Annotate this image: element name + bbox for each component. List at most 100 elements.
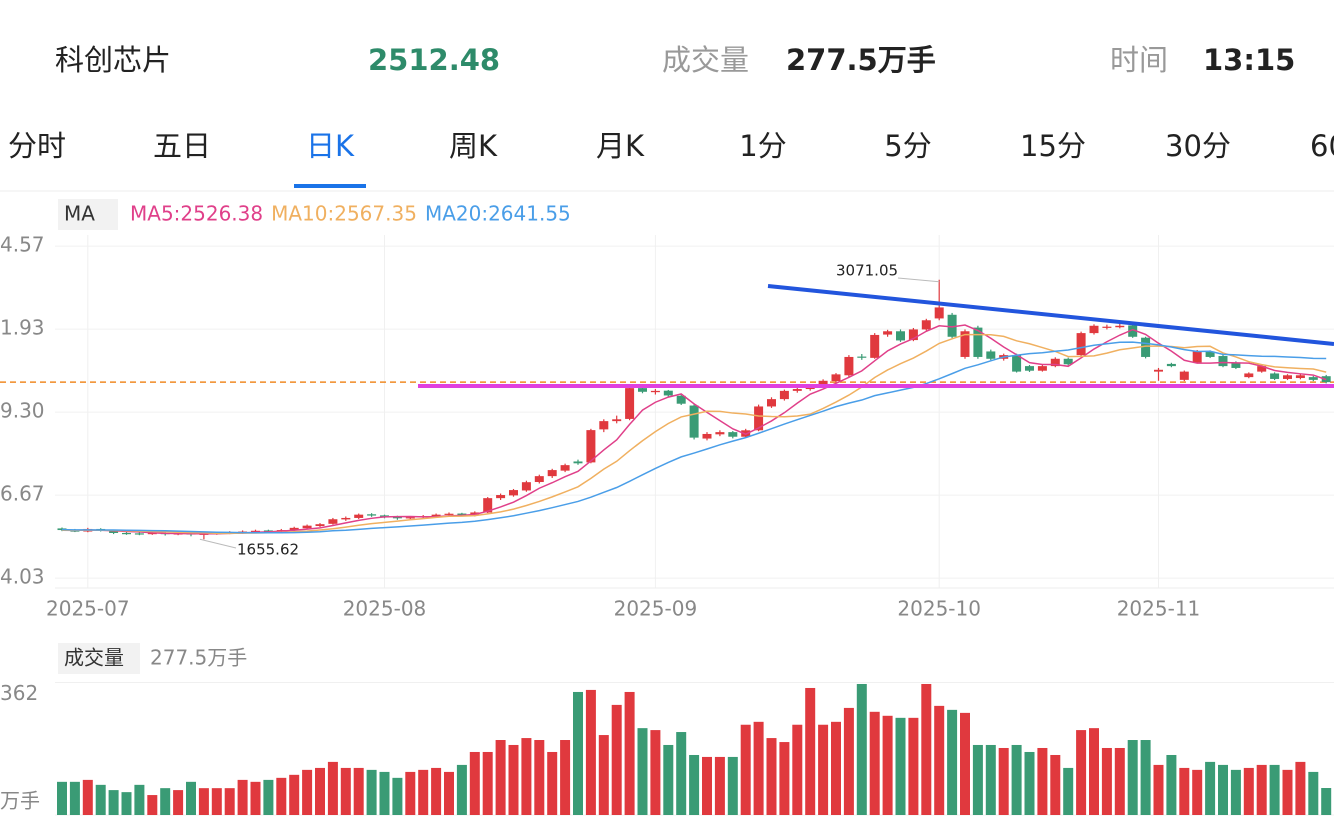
candle-body: [883, 331, 893, 335]
volume-bar: [1230, 769, 1241, 815]
candle-body: [534, 476, 544, 483]
x-tick-label: 2025-11: [1117, 597, 1201, 621]
candle-body: [1308, 377, 1318, 380]
volume-bar: [1295, 761, 1306, 815]
volume-bar: [353, 767, 364, 815]
tab[interactable]: 分时: [8, 129, 66, 163]
volume-bar: [998, 747, 1009, 815]
volume-bar: [263, 779, 274, 815]
candle-body: [263, 530, 273, 532]
volume-bar: [82, 779, 93, 815]
volume-bar: [1024, 751, 1035, 815]
ma-tag: MA: [64, 202, 95, 226]
tab[interactable]: 日K: [306, 129, 355, 163]
ma-tag-box: [58, 199, 118, 230]
candle-body: [1257, 366, 1267, 372]
tab[interactable]: 五日: [153, 129, 211, 163]
candle-body: [818, 380, 828, 386]
ma-line: [61, 341, 1327, 534]
candle-body: [1179, 371, 1189, 380]
tab[interactable]: 30分: [1165, 129, 1231, 163]
candle-body: [844, 356, 854, 376]
tab[interactable]: 周K: [449, 129, 498, 163]
volume-bar: [637, 728, 648, 815]
candle-body: [509, 490, 518, 496]
candle-body: [367, 514, 377, 516]
volume-bar: [1089, 728, 1099, 815]
candle-body: [405, 517, 415, 519]
candle-body: [147, 532, 157, 535]
volume-bar: [431, 767, 442, 815]
candle-body: [1012, 355, 1022, 372]
candle-body: [457, 513, 467, 516]
volume-bar: [418, 769, 429, 815]
tab[interactable]: 60: [1310, 129, 1334, 163]
volume-tick-label: 万手: [0, 789, 40, 813]
candle-body: [560, 465, 570, 471]
candle-body: [715, 432, 725, 435]
volume-bar: [779, 742, 790, 815]
ma-line: [61, 324, 1327, 535]
volume-bar: [289, 774, 300, 815]
volume-bar: [1101, 747, 1112, 815]
tab[interactable]: 1分: [739, 129, 786, 163]
y-tick-label: 1.93: [0, 316, 45, 340]
candle-body: [792, 389, 802, 391]
volume-bar: [57, 781, 67, 815]
volume-bar: [1076, 730, 1087, 815]
volume-bar: [521, 738, 532, 815]
volume-bar: [379, 771, 390, 815]
volume-bar: [121, 792, 132, 815]
tab-bar: [0, 100, 1334, 192]
candle-body: [302, 525, 312, 529]
last-price: 2512.48: [368, 43, 500, 77]
volume-bar: [573, 691, 583, 815]
volume-bar: [856, 683, 867, 815]
volume-tag-box: [58, 643, 140, 674]
volume-bar: [882, 715, 893, 815]
volume-bar: [1308, 771, 1319, 815]
candle-body: [689, 405, 699, 438]
candle-body: [908, 329, 918, 341]
volume-bar: [1153, 764, 1164, 815]
candle-body: [586, 430, 596, 463]
drawn-trend-line: [767, 284, 1334, 346]
volume-bar: [1256, 764, 1267, 815]
candle-body: [328, 519, 338, 524]
tab[interactable]: 15分: [1020, 129, 1086, 163]
candle-body: [896, 331, 905, 341]
y-tick-label: 6.67: [0, 482, 45, 506]
candle-body: [702, 433, 712, 439]
volume-bar: [895, 717, 906, 815]
candle-body: [1037, 366, 1047, 371]
volume-bar: [405, 771, 416, 815]
candle-body: [57, 528, 67, 531]
candle-body: [1166, 363, 1176, 367]
candle-body: [251, 530, 260, 532]
volume-bar: [689, 754, 700, 815]
volume-bar: [624, 691, 635, 815]
volume-bar: [302, 769, 313, 815]
volume-bar: [985, 744, 996, 815]
volume-bar: [315, 767, 325, 815]
candle-body: [444, 513, 454, 515]
tab[interactable]: 5分: [884, 129, 931, 163]
low-leader: [199, 538, 237, 549]
candle-body: [122, 532, 131, 535]
candle-body: [1218, 356, 1228, 367]
volume-bar: [960, 712, 970, 815]
volume-bar: [534, 740, 545, 815]
candle-body: [1154, 369, 1163, 372]
candle-body: [612, 419, 622, 422]
volume-bar: [237, 779, 248, 815]
volume-bar: [1114, 747, 1125, 815]
volume-bar: [766, 738, 777, 815]
candle-body: [934, 307, 944, 319]
candle-body: [1270, 373, 1280, 379]
tab[interactable]: 月K: [596, 129, 645, 163]
active-tab-underline: [294, 184, 366, 188]
volume-bar: [714, 756, 725, 815]
y-tick-label: 4.03: [0, 565, 45, 589]
volume-bar: [469, 751, 480, 815]
